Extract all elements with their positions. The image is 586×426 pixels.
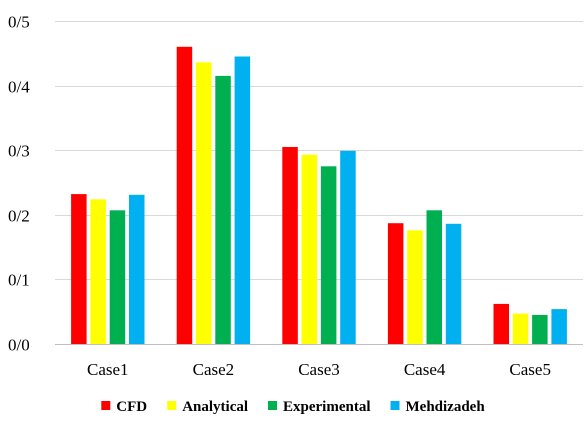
y-tick-label: 0/4 bbox=[8, 78, 30, 97]
x-category-label: Case1 bbox=[87, 360, 129, 379]
y-axis-ticks: 0/0 0/1 0/2 0/3 0/4 0/5 bbox=[8, 13, 30, 355]
legend-swatch bbox=[390, 401, 400, 410]
bar bbox=[234, 56, 251, 344]
legend: CFD Analytical Experimental Mehdizadeh bbox=[101, 399, 485, 415]
y-tick-label: 0/0 bbox=[8, 336, 30, 355]
bar bbox=[176, 46, 193, 345]
bar bbox=[493, 303, 509, 344]
legend-label: Experimental bbox=[283, 399, 371, 415]
y-tick-label: 0/1 bbox=[8, 271, 30, 290]
bar bbox=[320, 166, 337, 344]
legend-label: Analytical bbox=[182, 399, 248, 415]
bar bbox=[340, 150, 356, 344]
legend-label: Mehdizadeh bbox=[406, 399, 486, 415]
bar bbox=[512, 313, 529, 344]
bar bbox=[129, 194, 145, 344]
bar bbox=[215, 75, 231, 345]
legend-swatch bbox=[268, 401, 277, 410]
bar bbox=[387, 223, 404, 344]
legend-swatch bbox=[167, 401, 177, 410]
x-axis-categories: Case1 Case2 Case3 Case4 Case5 bbox=[87, 360, 551, 379]
bar bbox=[282, 147, 298, 344]
y-tick-label: 0/5 bbox=[8, 13, 30, 32]
y-tick-label: 0/3 bbox=[8, 142, 30, 161]
x-category-label: Case4 bbox=[404, 360, 446, 379]
bar bbox=[301, 154, 318, 344]
bar bbox=[109, 210, 126, 344]
bar bbox=[90, 199, 106, 344]
y-tick-label: 0/2 bbox=[8, 207, 30, 226]
x-category-label: Case2 bbox=[193, 360, 235, 379]
bar bbox=[551, 309, 567, 344]
bar bbox=[445, 223, 462, 344]
x-category-label: Case3 bbox=[298, 360, 340, 379]
x-category-label: Case5 bbox=[509, 360, 551, 379]
bar bbox=[426, 210, 442, 344]
bar bbox=[71, 194, 87, 344]
bar bbox=[407, 230, 423, 344]
bar bbox=[196, 62, 212, 345]
bar bbox=[532, 314, 548, 344]
legend-swatch bbox=[101, 401, 111, 410]
legend-label: CFD bbox=[116, 399, 147, 415]
bars bbox=[71, 46, 567, 345]
